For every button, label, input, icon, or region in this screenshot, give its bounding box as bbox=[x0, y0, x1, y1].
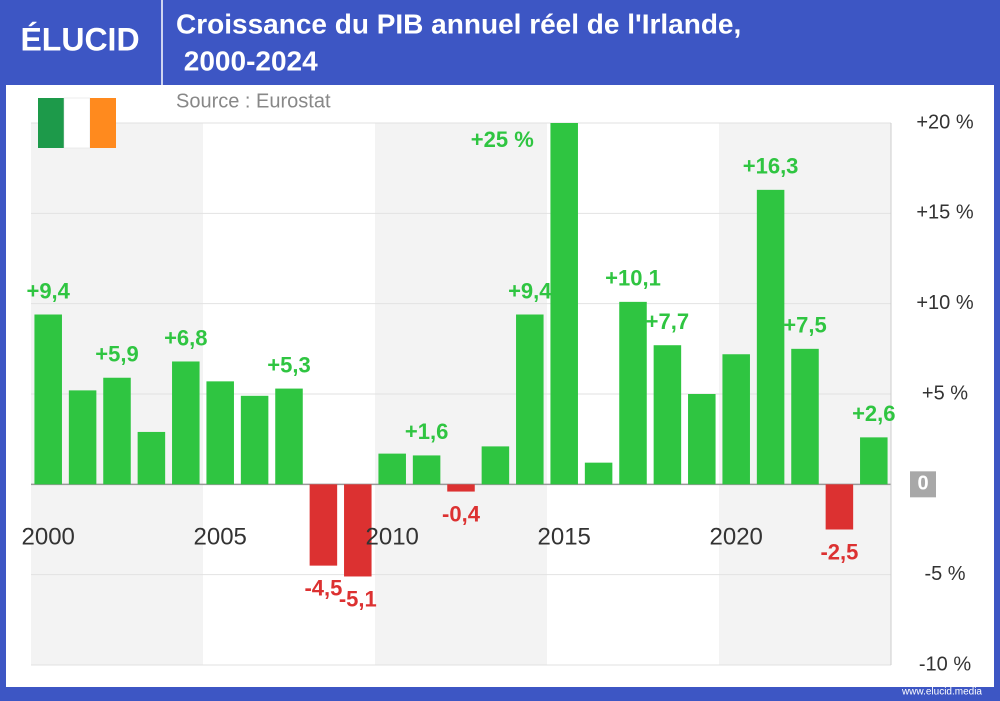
bar bbox=[240, 395, 269, 485]
flag bbox=[38, 97, 116, 149]
bar bbox=[309, 484, 338, 566]
bar bbox=[756, 189, 785, 485]
value-label: +2,6 bbox=[852, 401, 895, 426]
bar bbox=[516, 314, 544, 485]
bar bbox=[619, 301, 647, 485]
value-label: +25 % bbox=[471, 127, 534, 152]
x-tick-label: 2005 bbox=[194, 523, 247, 550]
y-tick-label: 0 bbox=[917, 473, 928, 495]
x-tick-label: 2010 bbox=[366, 523, 419, 550]
bar bbox=[172, 361, 200, 485]
y-tick-label: +20 % bbox=[916, 111, 973, 133]
value-label: +6,8 bbox=[164, 325, 207, 350]
bar bbox=[344, 484, 372, 577]
bar bbox=[206, 381, 234, 485]
chart-subtitle: 2000-2024 bbox=[176, 45, 318, 76]
value-label: +16,3 bbox=[743, 154, 799, 179]
value-label: -5,1 bbox=[339, 586, 377, 611]
y-tick-label: +10 % bbox=[916, 292, 973, 314]
value-label: +9,4 bbox=[508, 278, 552, 303]
bar bbox=[860, 437, 888, 485]
y-tick-label: +15 % bbox=[916, 202, 973, 224]
value-label: -0,4 bbox=[442, 501, 481, 526]
y-tick-label: -10 % bbox=[919, 653, 971, 675]
value-label: +9,4 bbox=[26, 278, 70, 303]
bar bbox=[137, 431, 166, 485]
chart-title: Croissance du PIB annuel réel de l'Irlan… bbox=[176, 8, 741, 39]
x-tick-label: 2020 bbox=[710, 523, 763, 550]
bar bbox=[550, 123, 578, 485]
y-tick-label: -5 % bbox=[924, 563, 965, 585]
bar bbox=[688, 394, 716, 485]
bar bbox=[584, 462, 613, 485]
brand: ÉLUCID bbox=[20, 21, 139, 57]
x-tick-label: 2000 bbox=[22, 523, 75, 550]
bar bbox=[791, 348, 819, 485]
footer: www.elucid.media bbox=[901, 687, 982, 698]
bars bbox=[34, 123, 888, 577]
x-tick-label: 2015 bbox=[538, 523, 591, 550]
bar bbox=[825, 484, 854, 530]
bar bbox=[378, 453, 406, 485]
bar bbox=[275, 388, 303, 485]
value-label: +5,9 bbox=[95, 342, 138, 367]
value-label: +10,1 bbox=[605, 266, 661, 291]
bar bbox=[722, 354, 750, 485]
source: Source : Eurostat bbox=[176, 90, 331, 112]
value-label: -2,5 bbox=[820, 539, 858, 564]
value-label: +1,6 bbox=[405, 419, 448, 444]
bar bbox=[481, 446, 510, 485]
bar bbox=[68, 390, 97, 485]
zero-box bbox=[910, 471, 936, 498]
bar bbox=[653, 345, 682, 485]
value-label: +7,5 bbox=[783, 313, 826, 338]
bar bbox=[412, 455, 441, 485]
value-label: +7,7 bbox=[646, 309, 689, 334]
bar bbox=[34, 314, 62, 485]
y-tick-label: +5 % bbox=[922, 382, 968, 404]
value-label: +5,3 bbox=[267, 352, 310, 377]
bar bbox=[447, 484, 475, 492]
bar bbox=[103, 377, 131, 485]
value-label: -4,5 bbox=[304, 575, 342, 600]
